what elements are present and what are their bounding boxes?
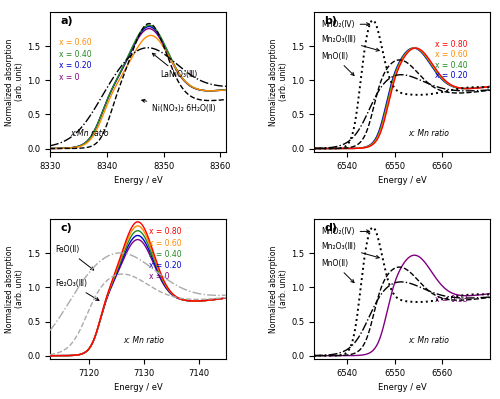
Text: x: Mn ratio: x: Mn ratio: [123, 336, 164, 346]
Text: x = 0.33: x = 0.33: [436, 295, 468, 304]
Text: FeO(Ⅱ): FeO(Ⅱ): [56, 245, 94, 270]
Text: x = 0.40: x = 0.40: [58, 50, 91, 59]
Text: d): d): [324, 223, 338, 233]
Text: x:Mn ratio: x:Mn ratio: [70, 129, 109, 138]
Text: c): c): [60, 223, 72, 233]
Text: MnO₂(Ⅳ): MnO₂(Ⅳ): [321, 227, 370, 236]
Y-axis label: Normalized absorption
(arb. unit): Normalized absorption (arb. unit): [269, 38, 288, 126]
Text: x = 0.60: x = 0.60: [58, 38, 91, 47]
Text: Ni(NO₃)₂ 6H₂O(Ⅱ): Ni(NO₃)₂ 6H₂O(Ⅱ): [142, 99, 216, 113]
Text: x: Mn ratio: x: Mn ratio: [408, 336, 449, 346]
Text: Mn₂O₃(Ⅲ): Mn₂O₃(Ⅲ): [321, 242, 379, 259]
Text: x = 0: x = 0: [58, 73, 79, 82]
Text: MnO(Ⅱ): MnO(Ⅱ): [321, 259, 354, 282]
Text: x: Mn ratio: x: Mn ratio: [408, 129, 449, 138]
X-axis label: Energy / eV: Energy / eV: [114, 383, 162, 392]
Y-axis label: Normalized absorption
(arb. unit): Normalized absorption (arb. unit): [5, 245, 24, 333]
Text: x = 0: x = 0: [149, 272, 170, 281]
X-axis label: Energy / eV: Energy / eV: [378, 176, 426, 185]
X-axis label: Energy / eV: Energy / eV: [114, 176, 162, 185]
Text: LaNiO₃(Ⅲ): LaNiO₃(Ⅲ): [152, 53, 198, 79]
Text: x = 0.20: x = 0.20: [149, 261, 182, 270]
Text: x = 0.40: x = 0.40: [149, 250, 182, 259]
Text: b): b): [324, 16, 338, 26]
Text: x = 0.80: x = 0.80: [436, 40, 468, 49]
Text: x = 0.20: x = 0.20: [58, 61, 91, 70]
Text: x = 0.60: x = 0.60: [149, 239, 182, 247]
Text: a): a): [60, 16, 73, 26]
Text: x = 0.20: x = 0.20: [436, 71, 468, 80]
Text: Fe₂O₃(Ⅲ): Fe₂O₃(Ⅲ): [56, 279, 99, 300]
X-axis label: Energy / eV: Energy / eV: [378, 383, 426, 392]
Text: x = 0.60: x = 0.60: [436, 51, 468, 59]
Y-axis label: Normalized absorption
(arb. unit): Normalized absorption (arb. unit): [5, 38, 24, 126]
Y-axis label: Normalized absorption
(arb. unit): Normalized absorption (arb. unit): [269, 245, 288, 333]
Text: x = 0.80: x = 0.80: [149, 227, 182, 236]
Text: MnO(Ⅱ): MnO(Ⅱ): [321, 52, 354, 75]
Text: MnO₂(Ⅳ): MnO₂(Ⅳ): [321, 20, 370, 29]
Text: x = 0.40: x = 0.40: [436, 61, 468, 70]
Text: Mn₂O₃(Ⅲ): Mn₂O₃(Ⅲ): [321, 35, 379, 51]
